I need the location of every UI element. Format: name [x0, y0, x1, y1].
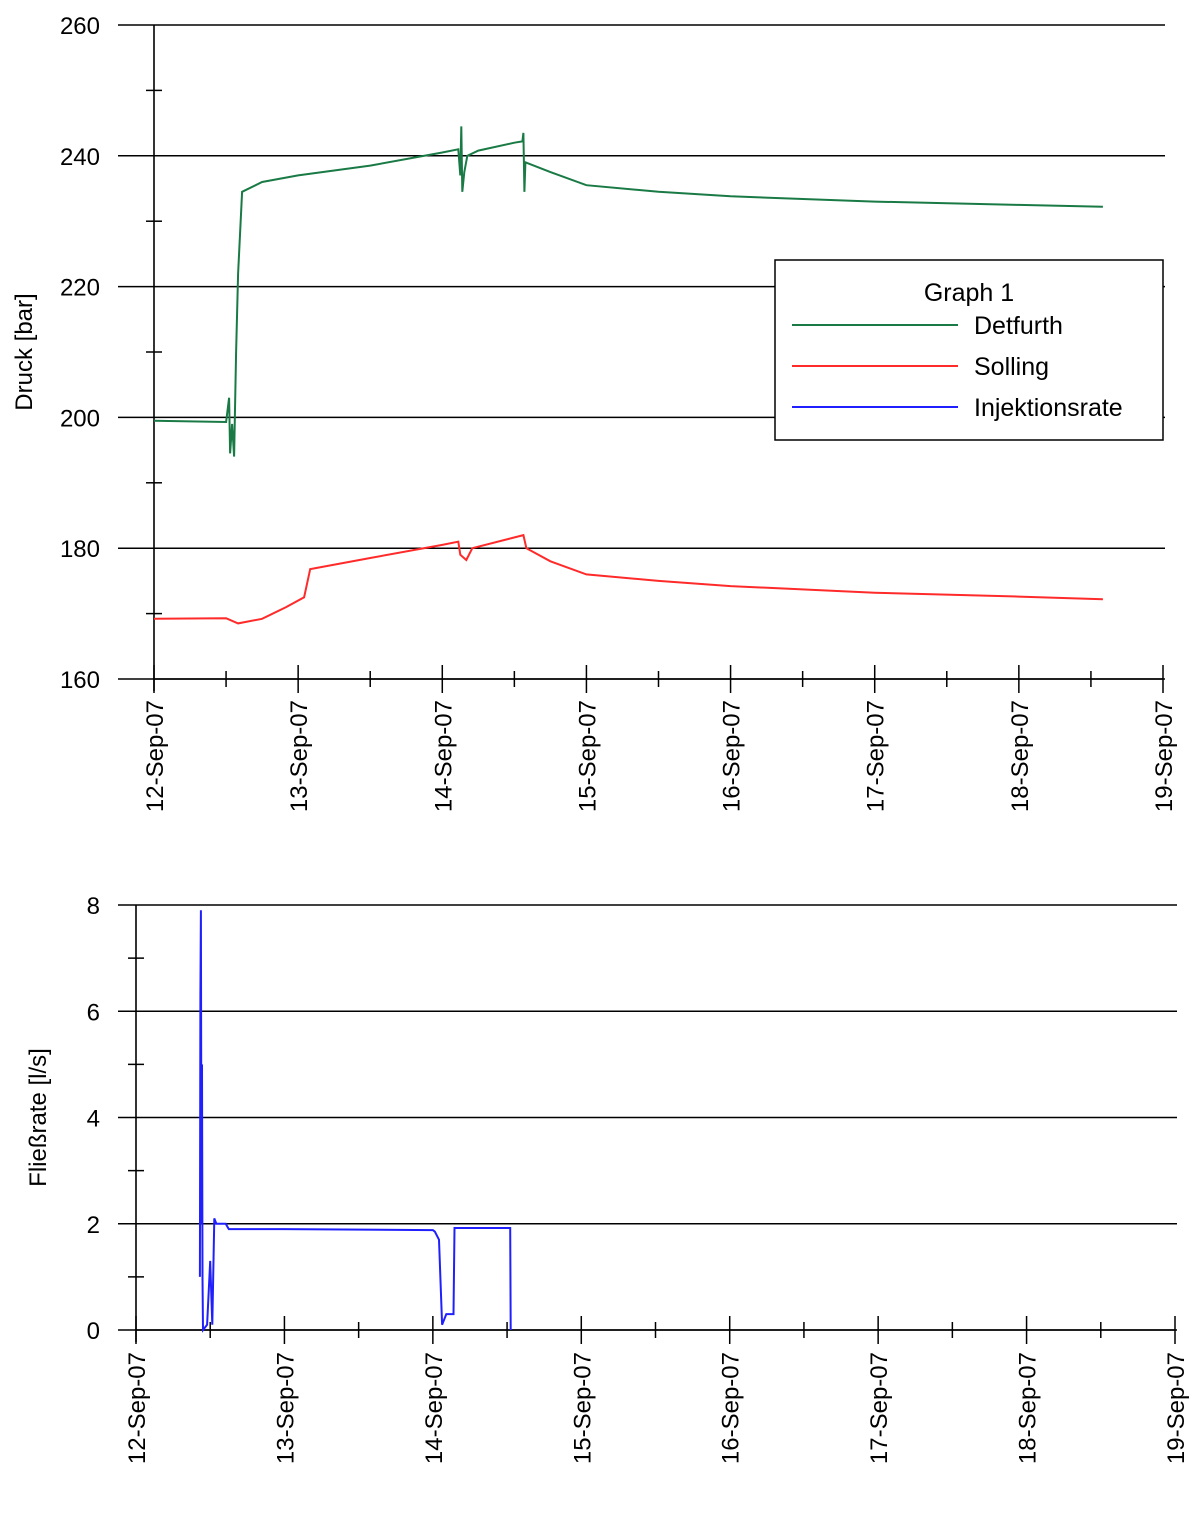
x-tick-label: 13-Sep-07	[272, 1352, 299, 1464]
series-line-injektionsrate	[198, 910, 512, 1333]
x-tick-label: 19-Sep-07	[1163, 1352, 1190, 1464]
x-tick-label: 15-Sep-07	[569, 1352, 596, 1464]
x-tick-label: 19-Sep-07	[1151, 700, 1178, 812]
x-tick-label: 16-Sep-07	[718, 1352, 745, 1464]
y-tick-label: 4	[87, 1106, 100, 1133]
y-tick-label: 160	[60, 667, 100, 694]
x-tick-label: 16-Sep-07	[719, 700, 746, 812]
legend-entry: Detfurth	[974, 312, 1063, 340]
series-line-detfurth	[153, 126, 1103, 457]
legend: Graph 1 Detfurth Solling Injektionsrate	[774, 259, 1164, 441]
x-tick-label: 12-Sep-07	[142, 700, 169, 812]
x-tick-label: 12-Sep-07	[124, 1352, 151, 1464]
legend-box	[774, 259, 1164, 441]
y-tick-label: 240	[60, 144, 100, 171]
y-tick-label: 6	[87, 999, 100, 1026]
x-tick-label: 15-Sep-07	[574, 700, 601, 812]
legend-entry: Injektionsrate	[974, 394, 1123, 422]
y-tick-label: 8	[87, 893, 100, 920]
legend-entry: Solling	[974, 353, 1049, 381]
x-tick-label: 17-Sep-07	[863, 700, 890, 812]
x-tick-label: 14-Sep-07	[421, 1352, 448, 1464]
x-tick-label: 18-Sep-07	[1015, 1352, 1042, 1464]
y-axis-title: Fließrate [l/s]	[25, 1048, 52, 1187]
pressure-chart: 160 180 200 220 240 260 12-Sep-07 13-Sep-07 14-S…	[11, 13, 1178, 812]
series-line-solling	[153, 533, 1103, 625]
flowrate-chart: 0 2 4 6 8 12-Sep-07 13-Sep-07 14-Sep-07 15-Sep-0…	[25, 893, 1190, 1464]
y-tick-label: 180	[60, 536, 100, 563]
x-tick-label: 17-Sep-07	[866, 1352, 893, 1464]
y-tick-label: 0	[87, 1318, 100, 1345]
y-tick-label: 260	[60, 13, 100, 40]
y-axis-title: Druck [bar]	[11, 293, 38, 410]
x-tick-label: 14-Sep-07	[430, 700, 457, 812]
x-tick-label: 13-Sep-07	[286, 700, 313, 812]
y-tick-label: 220	[60, 275, 100, 302]
x-tick-label: 18-Sep-07	[1007, 700, 1034, 812]
y-tick-label: 200	[60, 405, 100, 432]
y-tick-label: 2	[87, 1212, 100, 1239]
legend-title: Graph 1	[924, 279, 1014, 307]
